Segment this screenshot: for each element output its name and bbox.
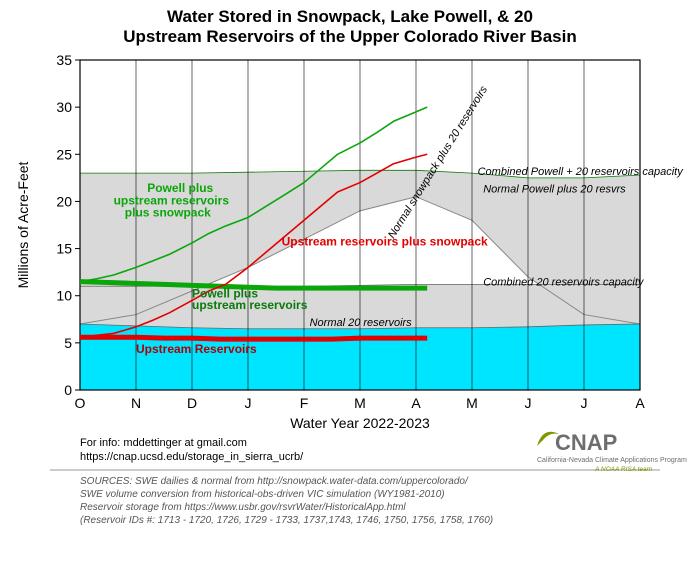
ytick-label: 0	[64, 382, 72, 398]
ytick-label: 25	[56, 146, 72, 162]
xtick-label: J	[525, 395, 532, 411]
x-axis-label: Water Year 2022-2023	[290, 415, 430, 431]
label-combined-20: Combined 20 reservoirs capacity	[483, 276, 645, 288]
title-line-2: Upstream Reservoirs of the Upper Colorad…	[123, 27, 576, 46]
xtick-label: O	[75, 395, 86, 411]
ytick-label: 10	[56, 288, 72, 304]
label-red-thin: Upstream reservoirs plus snowpack	[282, 235, 488, 249]
ytick-label: 35	[56, 52, 72, 68]
xtick-label: J	[581, 395, 588, 411]
xtick-label: M	[354, 395, 366, 411]
footer-s1: SOURCES: SWE dailies & normal from http:…	[80, 476, 469, 487]
footer-s2: SWE volume conversion from historical-ob…	[80, 489, 445, 500]
label-normal-20: Normal 20 reservoirs	[310, 317, 413, 329]
xtick-label: A	[635, 395, 645, 411]
ytick-label: 5	[64, 335, 72, 351]
footer-s3: Reservoir storage from https://www.usbr.…	[80, 502, 406, 513]
xtick-label: A	[411, 395, 421, 411]
cnap-sub2: A NOAA RISA team	[594, 466, 653, 473]
series-upstream-reservoirs	[80, 337, 427, 339]
xtick-label: F	[300, 395, 309, 411]
cnap-logo-text: CNAP	[555, 430, 617, 455]
ytick-label: 30	[56, 99, 72, 115]
xtick-label: M	[466, 395, 478, 411]
y-axis-label: Millions of Acre-Feet	[15, 161, 31, 288]
ytick-label: 20	[56, 193, 72, 209]
footer-info: For info: mddettinger at gmail.com	[80, 437, 247, 449]
xtick-label: D	[187, 395, 197, 411]
xtick-label: J	[245, 395, 252, 411]
label-green-thin-3: plus snowpack	[125, 206, 211, 220]
footer-url: https://cnap.ucsd.edu/storage_in_sierra_…	[80, 451, 304, 463]
label-red-thick: Upstream Reservoirs	[136, 342, 257, 356]
xtick-label: N	[131, 395, 141, 411]
footer-s4: (Reservoir IDs #: 1713 - 1720, 1726, 172…	[80, 515, 493, 526]
label-green-thick-2: upstream reservoirs	[192, 298, 308, 312]
label-normal-powell20: Normal Powell plus 20 resvrs	[483, 184, 626, 196]
label-combined-capacity: Combined Powell + 20 reservoirs capacity	[478, 166, 685, 178]
title-line-1: Water Stored in Snowpack, Lake Powell, &…	[167, 7, 533, 26]
ytick-label: 15	[56, 241, 72, 257]
cnap-sub1: California-Nevada Climate Applications P…	[537, 457, 687, 464]
storage-chart: Water Stored in Snowpack, Lake Powell, &…	[0, 0, 700, 578]
